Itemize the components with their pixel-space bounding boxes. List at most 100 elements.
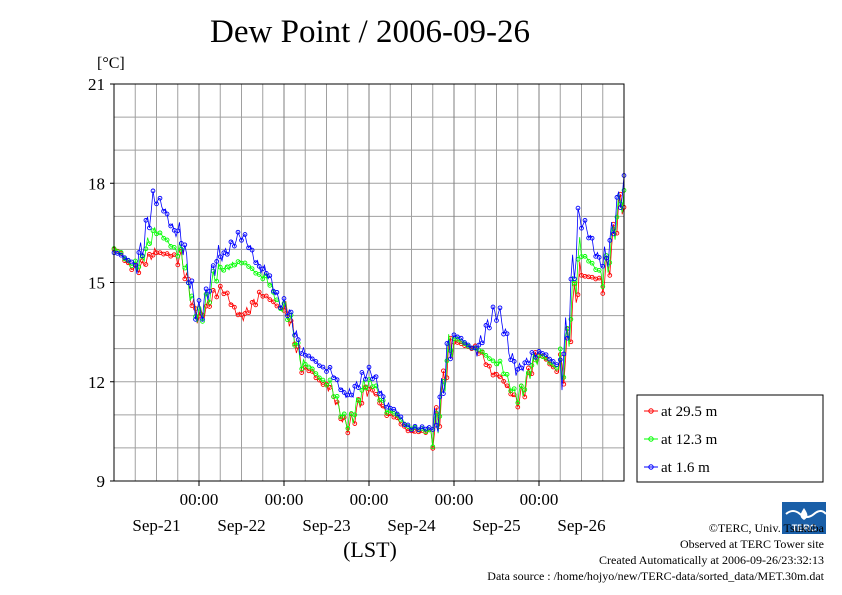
series-point [246, 245, 251, 251]
series-point [352, 421, 358, 426]
series-point [292, 343, 297, 348]
series-point [494, 361, 499, 367]
series-point [497, 374, 503, 380]
series-point [462, 340, 467, 345]
series-point [575, 292, 581, 298]
series-point [309, 356, 315, 362]
series-point [561, 351, 567, 357]
series-point [586, 258, 591, 264]
series-point [596, 267, 602, 273]
y-tick-label: 21 [88, 75, 105, 94]
series-point [543, 352, 549, 358]
series-point [224, 290, 230, 296]
series-point [359, 388, 365, 393]
series-point [317, 375, 322, 381]
series-point [529, 350, 535, 355]
series-point [207, 288, 212, 294]
series-point [494, 371, 499, 377]
chart-title: Dew Point / 2006-09-26 [210, 14, 530, 50]
series-point [394, 411, 400, 417]
series-point [437, 414, 443, 419]
series-point [607, 238, 613, 243]
series-point [600, 263, 606, 269]
series-point [561, 375, 567, 380]
series-layer [111, 173, 627, 451]
series-point [504, 331, 510, 337]
series-point [490, 358, 496, 364]
series-point [306, 364, 312, 370]
series-point [292, 332, 297, 338]
series-point [150, 228, 156, 234]
series-point [224, 251, 230, 257]
series-point [589, 274, 595, 280]
series-point [256, 289, 262, 295]
series-point [504, 372, 510, 377]
series-point [132, 263, 138, 268]
series-point [511, 359, 517, 364]
series-point [487, 356, 492, 361]
series-point [487, 363, 492, 369]
series-point [253, 302, 259, 308]
series-point [430, 444, 436, 450]
legend-swatch-marker [648, 436, 654, 442]
series-point [497, 305, 503, 311]
series-point [518, 383, 524, 389]
series-point [345, 430, 351, 436]
legend-box [636, 394, 824, 483]
series-point [338, 414, 344, 420]
series-point [511, 386, 517, 392]
series-point [600, 284, 606, 289]
series-2 [111, 187, 627, 450]
series-point [200, 319, 205, 324]
series-point [320, 377, 326, 383]
x-axis-caption: (LST) [343, 537, 397, 562]
series-point [136, 250, 142, 255]
series-point [426, 425, 432, 430]
series-point [430, 427, 436, 432]
series-point [377, 400, 382, 406]
series-point [306, 353, 312, 359]
y-axis-unit-label: [°C] [97, 55, 125, 72]
series-point [377, 391, 382, 396]
series-point [391, 406, 397, 412]
series-point [214, 294, 220, 300]
series-point [249, 300, 255, 305]
series-point [348, 392, 354, 398]
series-point [320, 364, 326, 370]
series-point [526, 365, 531, 371]
series-point [380, 394, 386, 399]
series-3 [111, 173, 627, 433]
legend-item: at 29.5 m [644, 404, 718, 420]
series-point [522, 387, 528, 393]
series-point [596, 255, 602, 260]
series-point [154, 201, 159, 207]
series-point [614, 214, 620, 220]
series-point [228, 302, 234, 308]
legend-label: at 12.3 m [661, 432, 718, 448]
series-point [497, 358, 503, 364]
series-point [448, 356, 453, 362]
series-line [113, 175, 625, 433]
x-date-label: Sep-22 [217, 516, 265, 535]
series-point [483, 323, 489, 328]
series-point [384, 410, 390, 416]
terc-logo: TERC [782, 502, 826, 534]
series-point [334, 377, 340, 383]
series-point [249, 247, 255, 253]
series-point [200, 317, 205, 322]
series-point [409, 427, 414, 433]
series-point [196, 305, 202, 311]
series-point [557, 357, 563, 363]
series-point [476, 342, 482, 348]
series-point [203, 286, 209, 292]
series-point [232, 304, 237, 310]
series-point [182, 265, 188, 271]
series-point [356, 385, 361, 390]
series-point [465, 342, 471, 348]
x-tick-time-label: 00:00 [180, 490, 219, 509]
series-point [451, 332, 457, 338]
series-point [522, 394, 528, 400]
series-point [568, 316, 574, 322]
series-point [217, 254, 223, 260]
